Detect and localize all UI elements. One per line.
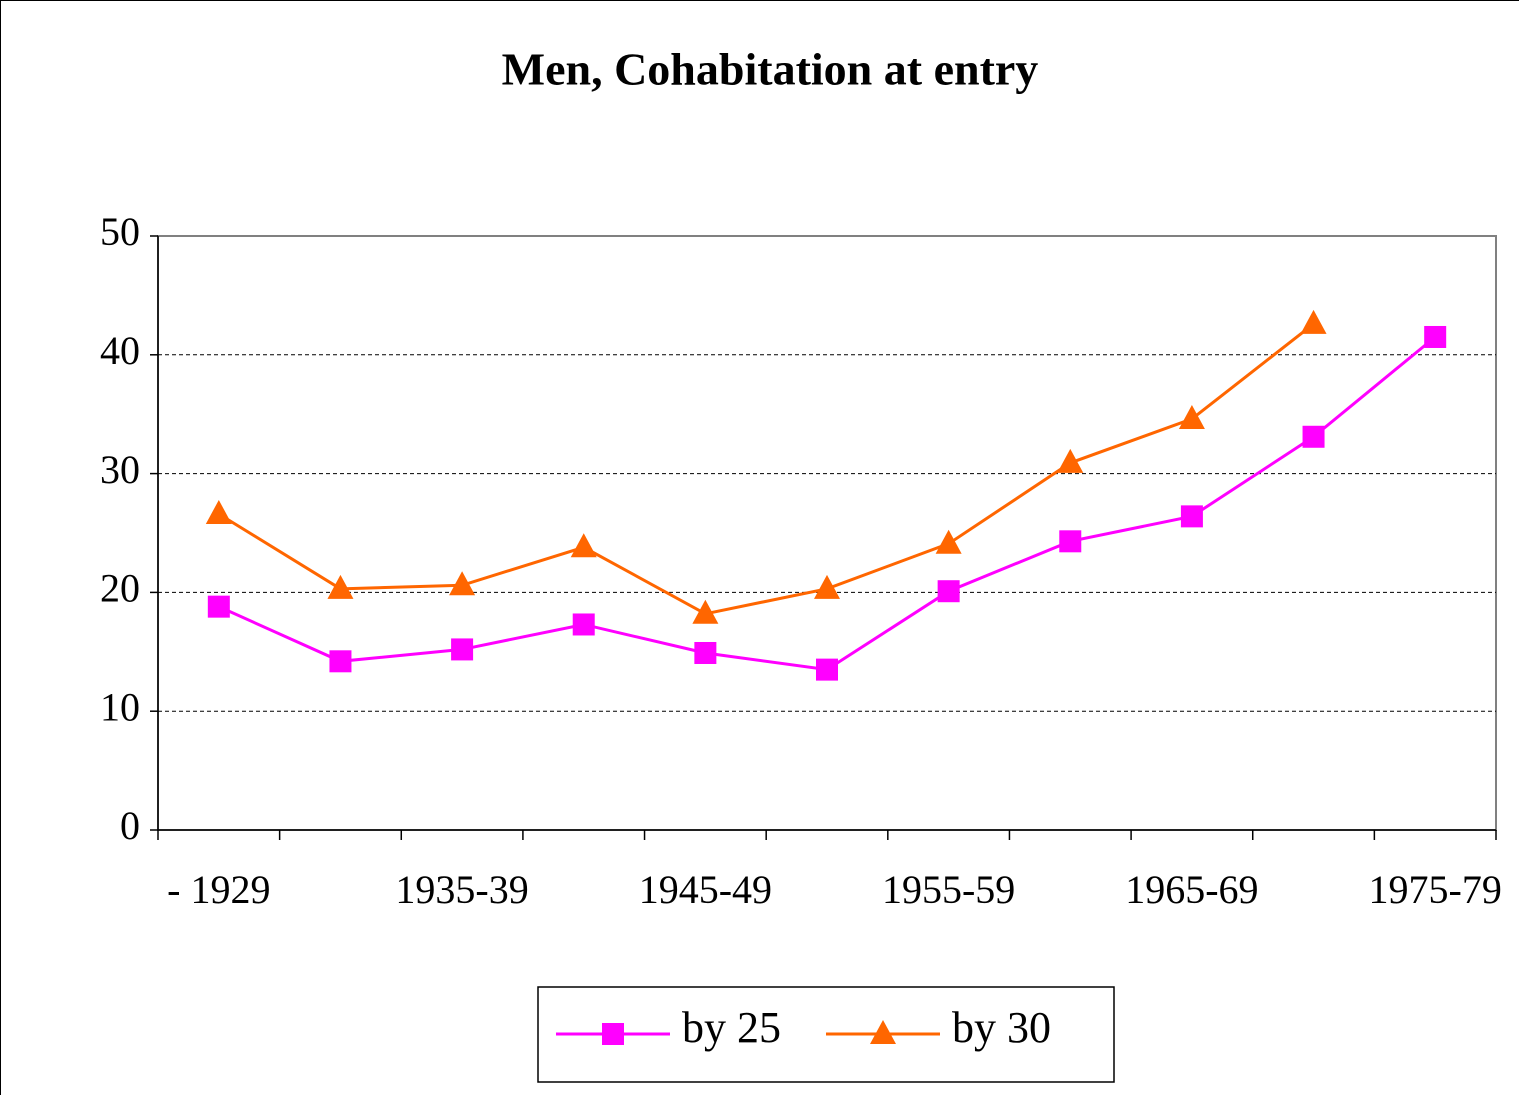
marker	[572, 613, 595, 636]
marker	[205, 499, 232, 524]
x-tick-label: 1965-69	[1125, 867, 1258, 912]
marker	[1059, 530, 1082, 553]
legend-label: by 30	[952, 1003, 1051, 1052]
marker	[1180, 505, 1203, 528]
x-tick-label: - 1929	[167, 867, 270, 912]
marker	[694, 641, 717, 664]
y-tick-label: 40	[100, 328, 140, 373]
y-tick-label: 20	[100, 566, 140, 611]
marker	[329, 650, 352, 673]
legend-marker	[870, 1020, 896, 1044]
chart-title: Men, Cohabitation at entry	[502, 44, 1039, 95]
marker	[937, 580, 960, 603]
x-tick-label: 1935-39	[395, 867, 528, 912]
marker	[1300, 309, 1327, 334]
legend-label: by 25	[682, 1003, 781, 1052]
x-tick-label: 1975-79	[1369, 867, 1502, 912]
marker	[816, 658, 838, 681]
series-line	[218, 322, 1315, 616]
marker	[814, 574, 840, 599]
x-tick-label: 1945-49	[639, 867, 772, 912]
y-tick-label: 10	[100, 684, 140, 729]
marker	[449, 571, 476, 596]
marker	[207, 595, 230, 618]
marker	[570, 533, 597, 558]
marker	[451, 638, 474, 661]
marker	[327, 574, 354, 599]
y-tick-label: 30	[100, 447, 140, 492]
marker	[1057, 448, 1084, 473]
x-tick-label: 1955-59	[882, 867, 1015, 912]
y-tick-label: 0	[120, 803, 140, 848]
marker	[935, 529, 962, 554]
marker	[1178, 404, 1205, 429]
y-tick-label: 50	[100, 209, 140, 254]
marker	[692, 599, 719, 624]
legend-marker	[602, 1023, 624, 1045]
marker	[1302, 425, 1325, 448]
marker	[1424, 325, 1447, 348]
